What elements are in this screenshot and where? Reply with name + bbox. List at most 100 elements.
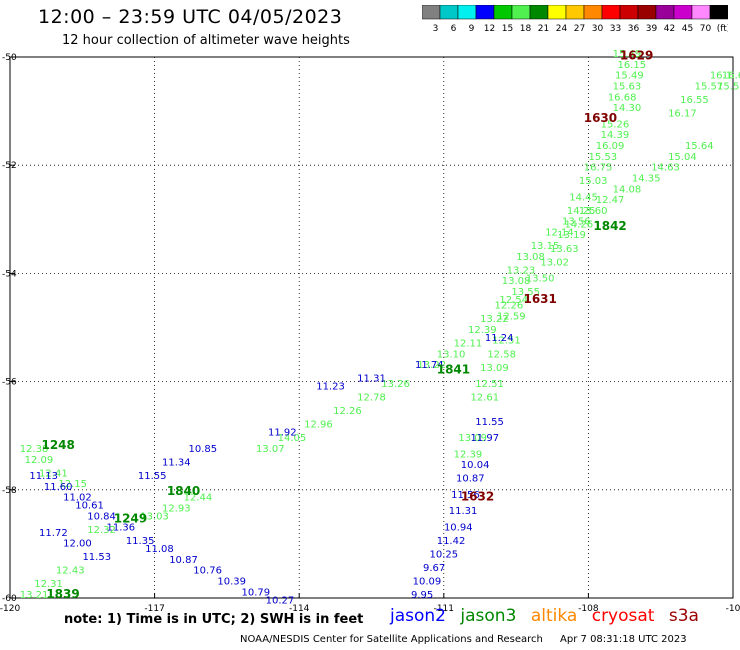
swh-label: 11.34	[162, 457, 191, 468]
swh-label: 16.55	[680, 95, 709, 106]
swh-label: 16.68	[608, 92, 637, 103]
swh-label: 13.08	[502, 276, 531, 287]
colorbar-label: 3	[433, 24, 439, 34]
swh-label: 16.15	[617, 60, 646, 71]
swh-label: 10.94	[444, 522, 473, 533]
colorbar-label: 9	[469, 24, 475, 34]
colorbar-label: 45	[682, 24, 693, 34]
swh-label: 12.38	[20, 444, 49, 455]
swh-label: 10.87	[456, 474, 485, 485]
swh-label: 11.13	[29, 471, 58, 482]
note-text: note: 1) Time is in UTC; 2) SWH is in fe…	[64, 612, 364, 627]
swh-label: 13.22	[480, 314, 509, 325]
colorbar-label: (ft)	[717, 24, 728, 34]
legend-item-altika: altika	[530, 606, 578, 626]
swh-label: 13.09	[458, 433, 487, 444]
swh-label: 16.17	[668, 109, 697, 120]
swh-label: 11.23	[316, 382, 345, 393]
swh-label: 15.57	[695, 81, 724, 92]
swh-label: 16.09	[596, 141, 625, 152]
swh-label: 10.27	[266, 595, 295, 606]
swh-label: 12.61	[470, 393, 499, 404]
swh-label: 12.41	[39, 468, 68, 479]
swh-label: 11.55	[475, 417, 504, 428]
swh-label: 13.03	[140, 512, 169, 523]
swh-label: 11.08	[145, 544, 174, 555]
swh-label: 12.51	[475, 379, 504, 390]
swh-label: 14.26	[564, 219, 593, 230]
swh-label: 13.50	[526, 274, 555, 285]
swh-label: 11.02	[63, 493, 92, 504]
colorbar-label: 33	[610, 24, 621, 34]
legend-item-cryosat: cryosat	[591, 606, 655, 626]
colorbar-label: 12	[484, 24, 495, 34]
swh-label: 16.6	[722, 71, 740, 82]
swh-label: 13.07	[256, 444, 285, 455]
swh-label: 11.35	[126, 536, 155, 547]
swh-label: 12.78	[357, 393, 386, 404]
swh-label: 12.43	[56, 566, 85, 577]
swh-label: 12.44	[184, 493, 213, 504]
footer-timestamp: Apr 7 08:31:18 UTC 2023	[560, 634, 687, 645]
swh-label: 16.1	[710, 71, 732, 82]
footer: NOAA/NESDIS Center for Satellite Applica…	[240, 634, 701, 645]
y-tick-label: -56	[2, 378, 17, 388]
chart-subtitle: 12 hour collection of altimeter wave hei…	[62, 33, 350, 48]
swh-label: 13.55	[511, 287, 540, 298]
swh-label: 11.36	[107, 522, 136, 533]
swh-label: 10.25	[429, 549, 458, 560]
swh-label: 10.85	[188, 444, 217, 455]
colorbar-label: 27	[574, 24, 585, 34]
time-label: 1841	[437, 362, 470, 376]
colorbar-label: 70	[700, 24, 712, 34]
swh-label: 13.63	[550, 244, 579, 255]
swh-label: 14.63	[651, 163, 680, 174]
swh-label: 12.00	[63, 539, 92, 550]
swh-label: 12.96	[304, 420, 333, 431]
colorbar-label: 30	[592, 24, 604, 34]
y-tick-label: -60	[2, 594, 17, 604]
time-label: 1632	[461, 490, 494, 504]
y-tick-label: -58	[2, 486, 17, 496]
swh-label: 11.53	[82, 552, 111, 563]
swh-label: 10.04	[461, 460, 490, 471]
swh-label: 10.76	[193, 566, 222, 577]
time-label: 1839	[46, 587, 79, 601]
swh-label: 11.92	[268, 428, 297, 439]
swh-label: 12.59	[497, 311, 526, 322]
swh-label: 15.49	[613, 49, 642, 60]
colorbar-label: 36	[628, 24, 640, 34]
colorbar-label: 6	[451, 24, 457, 34]
swh-label: 13.09	[480, 363, 509, 374]
time-label: 1629	[620, 49, 653, 63]
colorbar-label: 15	[502, 24, 513, 34]
swh-label: 12.54	[499, 295, 528, 306]
swh-label: 12.15	[58, 479, 87, 490]
swh-label: 15.26	[601, 119, 630, 130]
swh-label: 12.47	[596, 195, 625, 206]
swh-label: 11.60	[44, 482, 73, 493]
swh-label: 16.75	[584, 163, 613, 174]
swh-label: 13.23	[507, 265, 536, 276]
colorbar-label: 21	[538, 24, 549, 34]
swh-label: 12.11	[454, 338, 483, 349]
legend-item-s3a: s3a	[668, 606, 699, 626]
swh-label: 10.79	[241, 587, 270, 598]
swh-label: 12.39	[454, 449, 483, 460]
swh-label: 9.67	[423, 563, 445, 574]
colorbar-label: 39	[646, 24, 658, 34]
colorbar-label: 42	[664, 24, 675, 34]
swh-label: 13.60	[579, 206, 608, 217]
swh-label: 10.61	[75, 501, 104, 512]
time-label: 1840	[167, 484, 200, 498]
x-tick-label: -120	[0, 604, 20, 614]
swh-label: 13.15	[531, 241, 560, 252]
swh-label: 15.03	[579, 176, 608, 187]
swh-label: 15.63	[613, 81, 642, 92]
swh-label: 10.84	[87, 512, 116, 523]
swh-label: 11.31	[449, 506, 478, 517]
swh-label: 13.21	[20, 590, 49, 601]
swh-label: 11.24	[485, 333, 514, 344]
swh-label: 11.31	[357, 374, 386, 385]
swh-label: 11.74	[415, 360, 444, 371]
